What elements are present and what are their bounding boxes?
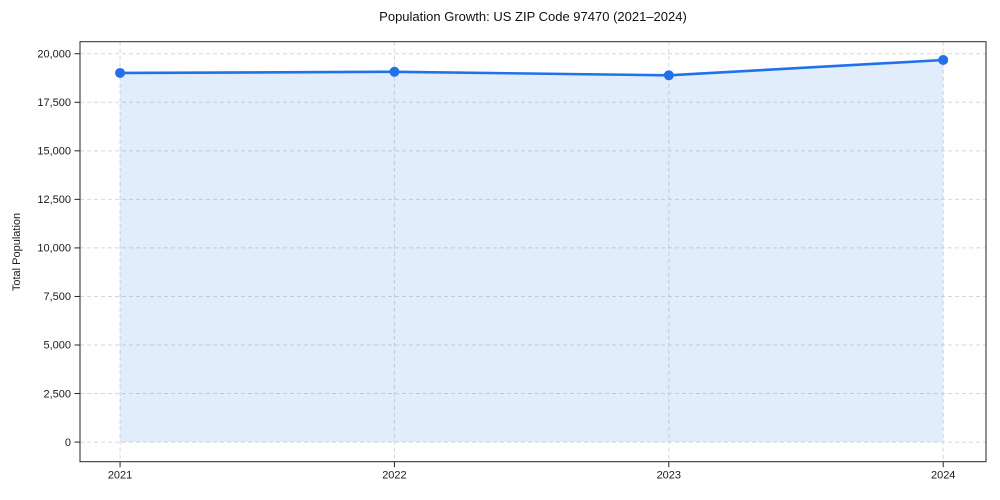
chart-title: Population Growth: US ZIP Code 97470 (20…: [379, 9, 687, 24]
y-tick-label: 5,000: [43, 340, 71, 352]
x-tick-label: 2022: [382, 470, 406, 482]
axes-frame: [79, 41, 987, 463]
data-point-marker: [389, 66, 400, 77]
y-tick-label: 15,000: [37, 146, 71, 158]
y-tick-label: 2,500: [43, 388, 71, 400]
x-tick-label: 2024: [931, 470, 955, 482]
population-line: [118, 58, 945, 77]
x-tick-label: 2023: [657, 470, 681, 482]
y-tick-label: 7,500: [43, 291, 71, 303]
y-tick-label: 12,500: [37, 194, 71, 206]
y-tick-label: 20,000: [37, 48, 71, 60]
y-tick-label: 0: [65, 437, 71, 449]
data-point-marker: [663, 70, 674, 81]
y-tick-label: 10,000: [37, 243, 71, 255]
data-point-marker: [115, 67, 126, 78]
area-fill: [120, 60, 944, 443]
x-tick-label: 2021: [108, 470, 132, 482]
data-point-marker: [938, 54, 949, 65]
y-tick-label: 17,500: [37, 97, 71, 109]
